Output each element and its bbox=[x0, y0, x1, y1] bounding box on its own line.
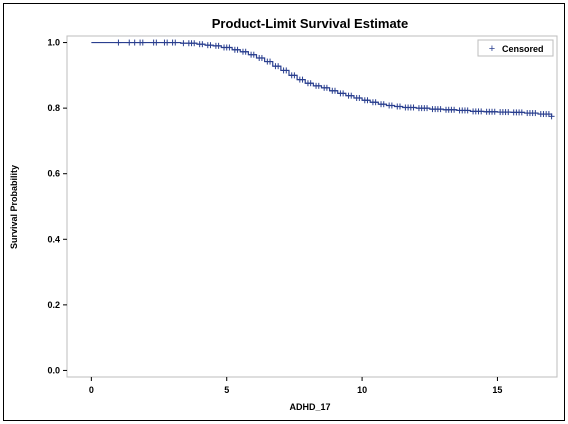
x-axis: 0 5 10 15 bbox=[89, 377, 502, 395]
censor-mark bbox=[139, 39, 146, 46]
x-tick-label: 5 bbox=[224, 385, 229, 395]
x-tick-label: 10 bbox=[357, 385, 367, 395]
censor-mark bbox=[164, 39, 171, 46]
legend-box bbox=[477, 39, 554, 57]
censor-mark bbox=[234, 46, 241, 53]
censor-mark bbox=[380, 101, 387, 108]
censor-mark bbox=[307, 80, 314, 87]
y-tick-label: 0.6 bbox=[47, 169, 60, 179]
censor-mark bbox=[323, 84, 330, 91]
censor-mark bbox=[356, 94, 363, 101]
censor-mark bbox=[199, 41, 206, 48]
censor-mark bbox=[532, 110, 539, 117]
y-tick-label: 1.0 bbox=[47, 38, 60, 48]
y-tick-label: 0.4 bbox=[47, 234, 60, 244]
x-axis-label: ADHD_17 bbox=[289, 402, 330, 412]
censor-mark bbox=[437, 106, 444, 113]
y-tick-label: 0.2 bbox=[47, 300, 60, 310]
chart-title: Product-Limit Survival Estimate bbox=[212, 16, 409, 31]
censor-mark bbox=[451, 106, 458, 113]
censor-mark bbox=[388, 102, 395, 109]
censor-mark bbox=[215, 42, 222, 49]
censor-mark bbox=[348, 92, 355, 99]
censor-mark bbox=[283, 67, 290, 74]
y-axis-label: Survival Probability bbox=[9, 165, 19, 249]
y-axis: 0.0 0.2 0.4 0.6 0.8 1.0 bbox=[47, 38, 67, 375]
censor-mark bbox=[267, 58, 274, 65]
censor-mark bbox=[424, 105, 431, 112]
censor-mark bbox=[250, 51, 257, 58]
censor-mark bbox=[518, 109, 525, 116]
plot-area-border bbox=[66, 35, 558, 378]
censor-mark bbox=[478, 108, 485, 115]
censor-marks bbox=[115, 39, 555, 120]
legend-label: Censored bbox=[502, 44, 544, 54]
censor-mark bbox=[275, 63, 282, 70]
legend: + Censored bbox=[477, 39, 554, 57]
censor-mark bbox=[180, 40, 187, 47]
censor-mark bbox=[258, 54, 265, 61]
censor-mark bbox=[505, 109, 512, 116]
censor-mark bbox=[464, 107, 471, 114]
censor-mark bbox=[315, 82, 322, 89]
censor-mark bbox=[291, 72, 298, 79]
censor-mark bbox=[207, 42, 214, 49]
censor-mark bbox=[364, 97, 371, 104]
censor-mark bbox=[153, 39, 160, 46]
y-tick-label: 0.8 bbox=[47, 103, 60, 113]
censor-mark bbox=[410, 104, 417, 111]
censor-mark bbox=[299, 76, 306, 83]
censor-mark bbox=[115, 39, 122, 46]
censor-mark bbox=[131, 39, 138, 46]
censor-mark bbox=[172, 39, 179, 46]
y-tick-label: 0.0 bbox=[47, 365, 60, 375]
censor-mark bbox=[332, 87, 339, 94]
censor-mark bbox=[548, 113, 555, 120]
censor-mark bbox=[372, 99, 379, 106]
censor-mark bbox=[126, 39, 133, 46]
legend-marker: + bbox=[489, 43, 495, 55]
censor-mark bbox=[491, 108, 498, 115]
censor-mark bbox=[226, 44, 233, 51]
censor-mark bbox=[340, 90, 347, 97]
censor-mark bbox=[396, 103, 403, 110]
censor-mark bbox=[242, 48, 249, 55]
x-tick-label: 0 bbox=[89, 385, 94, 395]
x-tick-label: 15 bbox=[492, 385, 502, 395]
censor-mark bbox=[191, 40, 198, 47]
